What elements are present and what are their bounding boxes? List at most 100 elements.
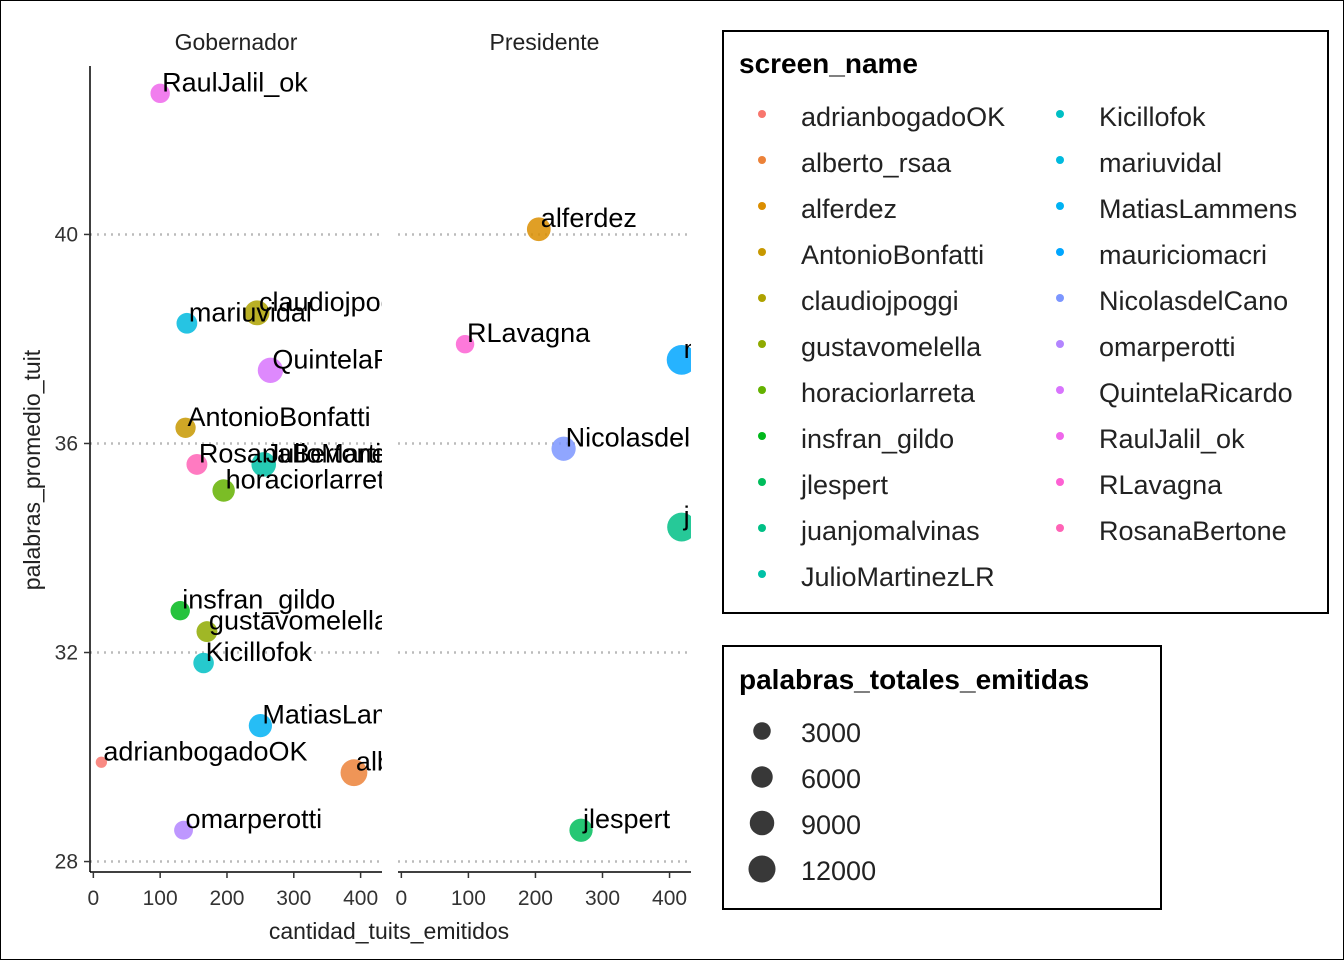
legend-label-jlespert: jlespert — [800, 470, 889, 500]
legend-swatch-mauriciomacri — [1056, 248, 1064, 256]
size-label-6000: 6000 — [801, 764, 861, 794]
legend-swatch-rlavagna — [1056, 478, 1064, 486]
point-label-juanjomalvinas: juanjomalvinas — [683, 501, 863, 531]
point-label-mariuvidal: mariuvidal — [189, 297, 312, 327]
size-swatch-3000 — [753, 722, 771, 740]
x-tick-label: 400 — [343, 887, 378, 910]
point-rosanabertone — [186, 453, 208, 475]
point-label-nicolasdelcano: NicolasdelCano — [566, 423, 755, 453]
legend-label-mauriciomacri: mauriciomacri — [1099, 240, 1267, 270]
legend-label-matiaslammens: MatiasLammens — [1099, 194, 1297, 224]
legend-label-adrianbogadook: adrianbogadoOK — [801, 102, 1005, 132]
point-rlavagna — [455, 334, 475, 354]
point-layer — [95, 83, 368, 840]
legend-label-kicillofok: Kicillofok — [1099, 102, 1206, 132]
point-quintelaricardo — [257, 357, 284, 383]
point-label-mauriciomacri: mauriciomacri — [684, 334, 852, 364]
legend-swatch-nicolasdelcano — [1056, 294, 1064, 302]
y-tick-label: 32 — [55, 642, 78, 665]
x-tick-label: 400 — [652, 887, 687, 910]
point-mauriciomacri — [666, 344, 691, 375]
y-tick-label: 28 — [55, 851, 78, 874]
point-horaciorlarreta — [212, 479, 235, 502]
point-gustavomelella — [196, 621, 218, 643]
legend-label-horaciorlarreta: horaciorlarreta — [801, 378, 976, 408]
legend-label-rlavagna: RLavagna — [1099, 470, 1223, 500]
y-tick-label: 36 — [55, 432, 78, 455]
point-adrianbogadook — [95, 756, 108, 768]
axes: 0 100 200 300 400 0 100 200 300 400 28 32 36 40 — [55, 66, 691, 910]
point-label-gustavomelella: gustavomelella — [209, 606, 390, 636]
x-tick-label: 300 — [276, 887, 311, 910]
legend-swatch-rosanabertone — [1056, 524, 1064, 532]
legend-swatch-omarperotti — [1056, 340, 1064, 348]
legend-swatch-rauljalil_ok — [1056, 432, 1064, 440]
legend-label-omarperotti: omarperotti — [1099, 332, 1236, 362]
point-layer — [455, 217, 691, 842]
legend-swatch-mariuvidal — [1056, 156, 1064, 164]
point-label-rosanabertone: RosanaBertone — [199, 438, 387, 468]
legend-label-claudiojpoggi: claudiojpoggi — [801, 286, 959, 316]
legend-swatch-horaciorlarreta — [758, 386, 766, 394]
facet-label: Gobernador — [175, 29, 298, 55]
panel-gobernador: Gobernador RaulJalil_ok claudiojpoggimariu… — [90, 29, 507, 863]
legend-label-juliomartinezlr: JulioMartinezLR — [801, 562, 995, 592]
point-label-alberto_rsaa: alberto_rsaa — [356, 747, 507, 777]
point-label-jlespert: jlespert — [582, 804, 671, 834]
point-label-quintelaricardo: QuintelaRicardo — [272, 344, 466, 374]
legend-label-insfran_gildo: insfran_gildo — [801, 424, 954, 454]
x-tick-label: 100 — [451, 887, 486, 910]
legend-swatch-juanjomalvinas — [758, 524, 766, 532]
legend-swatch-jlespert — [758, 478, 766, 486]
point-label-adrianbogadook: adrianbogadoOK — [103, 736, 307, 766]
point-jlespert — [569, 818, 593, 842]
point-label-matiaslammens: MatiasLammens — [262, 700, 460, 730]
point-juanjomalvinas — [667, 512, 691, 542]
size-swatch-6000 — [751, 766, 773, 788]
x-tick-label: 100 — [143, 887, 178, 910]
point-omarperotti — [174, 820, 193, 840]
point-alferdez — [526, 217, 551, 242]
legend-label-alferdez: alferdez — [801, 194, 897, 224]
point-alberto_rsaa — [340, 759, 368, 787]
point-label-omarperotti: omarperotti — [186, 804, 323, 834]
point-claudiojpoggi — [244, 300, 270, 326]
size-legend-title: palabras_totales_emitidas — [739, 664, 1089, 695]
y-tick-label: 40 — [55, 223, 78, 246]
legend-label-mariuvidal: mariuvidal — [1099, 148, 1222, 178]
panel-presidente: Presidente alferdez RLavagna mauriciomacri N… — [398, 29, 863, 863]
point-antoniobonfatti — [175, 417, 196, 438]
legend-swatch-antoniobonfatti — [758, 248, 766, 256]
point-label-insfran_gildo: insfran_gildo — [182, 585, 335, 615]
size-label-3000: 3000 — [801, 718, 861, 748]
point-label-alferdez: alferdez — [541, 203, 637, 233]
color-legend-title: screen_name — [739, 48, 918, 79]
x-tick-label: 0 — [87, 887, 99, 910]
point-rauljalil_ok — [150, 83, 170, 104]
legend-label-quintelaricardo: QuintelaRicardo — [1099, 378, 1293, 408]
size-swatch-9000 — [749, 810, 775, 836]
legend-swatch-adrianbogadook — [758, 110, 766, 118]
x-tick-label: 0 — [396, 887, 408, 910]
legend-label-juanjomalvinas: juanjomalvinas — [800, 516, 980, 546]
size-legend-box — [722, 645, 1162, 910]
legend-swatch-gustavomelella — [758, 340, 766, 348]
color-legend: screen_name adrianbogadoOK alberto_rsaaal… — [722, 30, 1329, 614]
legend-swatch-alberto_rsaa — [758, 156, 766, 164]
point-label-rlavagna: RLavagna — [467, 318, 591, 348]
legend-swatch-alferdez — [758, 202, 766, 210]
legend-label-alberto_rsaa: alberto_rsaa — [801, 148, 952, 178]
label-layer: alferdez RLavagna mauriciomacri NicolasdelC… — [467, 203, 863, 834]
legend-swatch-kicillofok — [1056, 110, 1064, 118]
point-label-horaciorlarreta: horaciorlarreta — [226, 465, 401, 495]
point-insfran_gildo — [170, 601, 190, 621]
point-label-antoniobonfatti: AntonioBonfatti — [188, 402, 371, 432]
legend-label-nicolasdelcano: NicolasdelCano — [1099, 286, 1288, 316]
point-mariuvidal — [176, 312, 198, 334]
x-tick-label: 200 — [518, 887, 553, 910]
size-label-9000: 9000 — [801, 810, 861, 840]
point-matiaslammens — [248, 714, 273, 738]
